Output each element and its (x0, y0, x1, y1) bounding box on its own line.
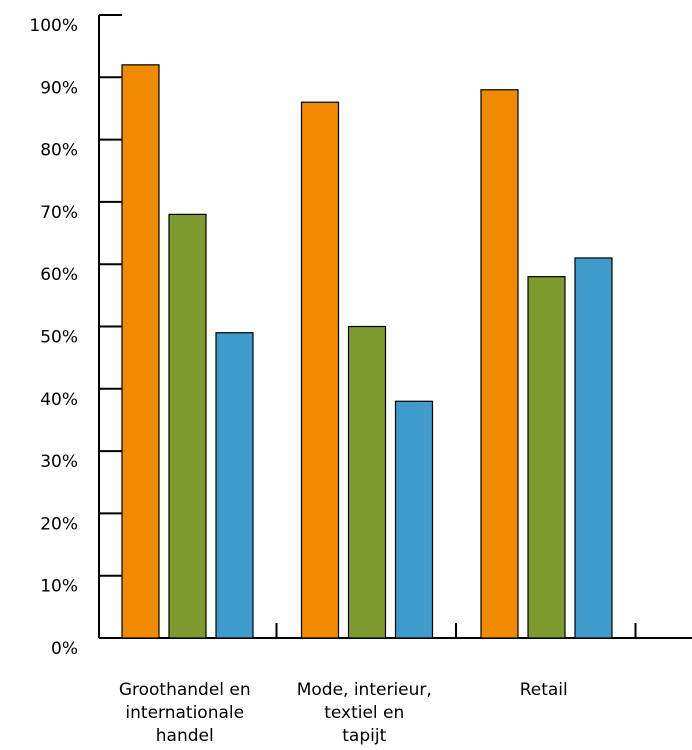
bar-series-1-cat-3 (480, 89, 519, 639)
y-tick-label: 100% (29, 16, 78, 36)
y-tick-label: 50% (40, 328, 78, 348)
category-label: Groothandel en (119, 680, 251, 700)
bar-series-2-cat-2 (347, 325, 387, 639)
y-tick-label: 70% (40, 203, 78, 223)
y-tick-label: 60% (40, 265, 78, 285)
bar-series-2-cat-1 (168, 213, 207, 639)
y-tick-label: 20% (40, 514, 78, 534)
y-tick-label: 90% (40, 78, 78, 98)
bar-series-1-cat-1 (121, 64, 160, 639)
category-labels: Groothandel en internationale handel Mode, … (119, 680, 568, 746)
category-label: Mode, interieur, (297, 680, 432, 700)
y-tick-label: 0% (51, 639, 78, 659)
y-tick-label: 30% (40, 452, 78, 472)
bar-series-2-cat-3 (527, 276, 566, 639)
y-axis: 0% 10% 20% 30% 40% 50% 60% 70% 80% 90% 100% (29, 14, 122, 659)
category-label: handel (156, 726, 214, 746)
category-label: tapijt (342, 726, 386, 746)
category-label: internationale (125, 703, 244, 723)
bar-series-3-cat-3 (574, 257, 613, 639)
bar-series-1-cat-2 (300, 101, 340, 639)
bars (121, 64, 613, 639)
bar-series-3-cat-2 (394, 400, 434, 639)
bar-series-3-cat-1 (215, 332, 254, 639)
y-tick-label: 80% (40, 141, 78, 161)
y-tick-label: 10% (40, 577, 78, 597)
y-tick-label: 40% (40, 390, 78, 410)
category-label: Retail (520, 680, 568, 700)
category-label: textiel en (324, 703, 404, 723)
